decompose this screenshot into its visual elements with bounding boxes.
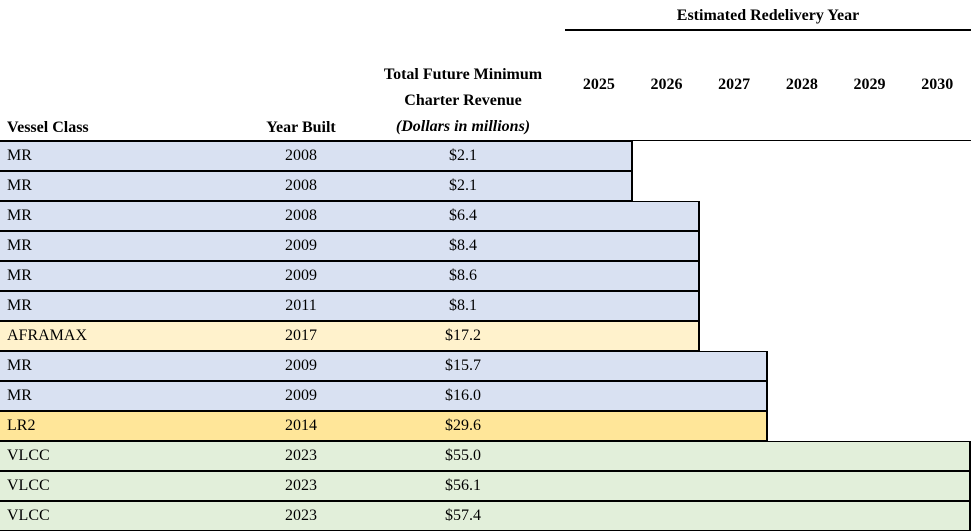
- year-built-cell: 2009: [285, 237, 317, 254]
- year-column-header-2030: 2030: [921, 76, 954, 93]
- table-body: MR 2008 $2.1 MR 2008 $2.1 MR 2008 $6.4 MR 2009 $8.4…: [0, 141, 971, 531]
- vessel-class-cell: MR: [7, 387, 32, 404]
- revenue-cell: $57.4: [445, 507, 481, 524]
- vessel-class-cell: MR: [7, 357, 32, 374]
- year-built-cell: 2023: [285, 447, 317, 464]
- table-row: AFRAMAX 2017 $17.2: [0, 321, 700, 351]
- year-built-cell: 2023: [285, 477, 317, 494]
- vessel-class-column-header: Vessel Class: [7, 119, 89, 136]
- vessel-class-cell: MR: [7, 237, 32, 254]
- table-row: MR 2008 $2.1: [0, 171, 633, 201]
- revenue-cell: $2.1: [449, 147, 477, 164]
- table-row: VLCC 2023 $55.0: [0, 441, 971, 471]
- revenue-cell: $6.4: [449, 207, 477, 224]
- vessel-class-cell: MR: [7, 267, 32, 284]
- year-column-header-2029: 2029: [853, 76, 886, 93]
- table-row: MR 2008 $2.1: [0, 141, 633, 171]
- table-row: MR 2009 $8.6: [0, 261, 700, 291]
- revenue-cell: $17.2: [445, 327, 481, 344]
- vessel-class-cell: VLCC: [7, 507, 50, 524]
- vessel-class-cell: LR2: [7, 417, 36, 434]
- vessel-class-cell: AFRAMAX: [7, 327, 88, 344]
- vessel-class-cell: MR: [7, 207, 32, 224]
- header-divider: [0, 140, 971, 141]
- table-row: MR 2009 $16.0: [0, 381, 768, 411]
- table-row: MR 2009 $8.4: [0, 231, 700, 261]
- year-built-cell: 2008: [285, 147, 317, 164]
- year-built-cell: 2009: [285, 357, 317, 374]
- revenue-cell: $2.1: [449, 177, 477, 194]
- year-built-cell: 2014: [285, 417, 317, 434]
- revenue-header-line2: Charter Revenue: [404, 92, 522, 109]
- year-built-column-header: Year Built: [266, 119, 336, 136]
- vessel-class-cell: VLCC: [7, 447, 50, 464]
- revenue-column-header: Total Future Minimum Charter Revenue (Do…: [356, 62, 570, 140]
- revenue-header-line1: Total Future Minimum: [383, 66, 543, 83]
- vessel-class-cell: VLCC: [7, 477, 50, 494]
- vessel-class-cell: MR: [7, 297, 32, 314]
- revenue-cell: $55.0: [445, 447, 481, 464]
- year-column-header-2026: 2026: [650, 76, 683, 93]
- revenue-cell: $56.1: [445, 477, 481, 494]
- redelivery-year-group-header: Estimated Redelivery Year: [565, 3, 971, 31]
- year-column-headers: 2025 2026 2027 2028 2029 2030: [565, 75, 971, 95]
- year-column-header-2027: 2027: [718, 76, 751, 93]
- revenue-cell: $29.6: [445, 417, 481, 434]
- table-row: MR 2009 $15.7: [0, 351, 768, 381]
- revenue-cell: $8.1: [449, 297, 477, 314]
- table-row: VLCC 2023 $56.1: [0, 471, 971, 501]
- table-row: MR 2008 $6.4: [0, 201, 700, 231]
- year-built-cell: 2023: [285, 507, 317, 524]
- revenue-header-line3: (Dollars in millions): [395, 118, 531, 135]
- table-row: MR 2011 $8.1: [0, 291, 700, 321]
- year-built-cell: 2009: [285, 387, 317, 404]
- year-column-header-2025: 2025: [582, 76, 615, 93]
- year-built-cell: 2008: [285, 177, 317, 194]
- year-column-header-2028: 2028: [785, 76, 818, 93]
- table-row: VLCC 2023 $57.4: [0, 501, 971, 531]
- revenue-cell: $8.4: [449, 237, 477, 254]
- year-built-cell: 2008: [285, 207, 317, 224]
- table-row: LR2 2014 $29.6: [0, 411, 768, 441]
- revenue-cell: $8.6: [449, 267, 477, 284]
- revenue-cell: $16.0: [445, 387, 481, 404]
- vessel-class-cell: MR: [7, 147, 32, 164]
- vessel-class-cell: MR: [7, 177, 32, 194]
- revenue-cell: $15.7: [445, 357, 481, 374]
- year-built-cell: 2011: [285, 297, 317, 314]
- year-built-cell: 2009: [285, 267, 317, 284]
- year-built-cell: 2017: [285, 327, 317, 344]
